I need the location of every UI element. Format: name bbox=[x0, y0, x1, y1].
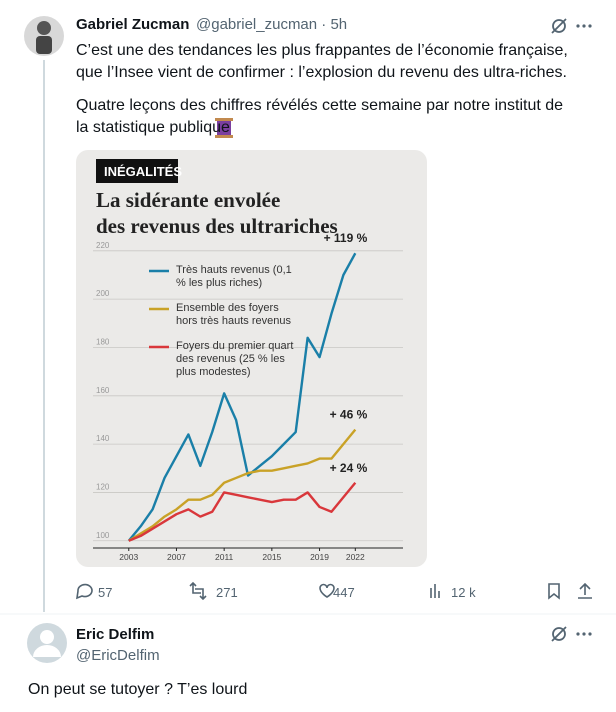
author-name[interactable]: Gabriel Zucman bbox=[76, 16, 190, 33]
tweet-meta[interactable]: @gabriel_zucman · 5h bbox=[196, 16, 348, 33]
x-tick-label: 2011 bbox=[215, 552, 234, 562]
x-tick-label: 2015 bbox=[262, 552, 281, 562]
grok-icon[interactable] bbox=[551, 18, 567, 34]
series-line bbox=[128, 482, 357, 542]
chart-card[interactable]: INÉGALITÉS La sidérante envolée des reve… bbox=[76, 150, 427, 567]
y-tick-label: 140 bbox=[96, 434, 110, 443]
y-tick-label: 100 bbox=[96, 531, 110, 540]
y-tick-label: 120 bbox=[96, 482, 110, 491]
annotation: + 119 % bbox=[324, 231, 368, 245]
legend-label: Très hauts revenus (0,1 % les plus riche… bbox=[176, 264, 292, 289]
grok-icon[interactable] bbox=[551, 626, 567, 642]
tweet-text: C’est une des tendances les plus frappan… bbox=[76, 42, 568, 81]
reply-text: On peut se tutoyer ? T’es lourd bbox=[28, 681, 248, 698]
share-icon[interactable] bbox=[578, 582, 592, 599]
like-icon[interactable] bbox=[319, 583, 335, 598]
legend-label: Foyers du premier quart des revenus (25 … bbox=[176, 340, 294, 378]
thread-emoji bbox=[215, 118, 233, 138]
tweet-text: Quatre leçons des chiffres révélés cette… bbox=[76, 97, 564, 136]
y-tick-label: 180 bbox=[96, 337, 110, 346]
chart-tag: INÉGALITÉS bbox=[104, 164, 182, 179]
bookmark-icon[interactable] bbox=[548, 583, 560, 600]
view-count[interactable]: 12 k bbox=[451, 585, 476, 600]
x-tick-label: 2007 bbox=[167, 552, 186, 562]
y-tick-label: 220 bbox=[96, 241, 110, 250]
y-tick-label: 200 bbox=[96, 289, 110, 298]
legend-label: Ensemble des foyers hors très hauts reve… bbox=[176, 302, 291, 327]
more-icon[interactable] bbox=[576, 632, 592, 636]
like-count[interactable]: 447 bbox=[333, 585, 355, 600]
annotation: + 24 % bbox=[330, 461, 368, 475]
chart-title: La sidérante envolée bbox=[96, 188, 280, 212]
y-tick-label: 160 bbox=[96, 386, 110, 395]
chart-title: des revenus des ultrariches bbox=[96, 214, 338, 238]
more-icon[interactable] bbox=[576, 24, 592, 28]
views-icon[interactable] bbox=[430, 584, 440, 598]
tag-box bbox=[96, 159, 178, 183]
x-tick-label: 2003 bbox=[119, 552, 138, 562]
author-handle[interactable]: @EricDelfim bbox=[76, 647, 160, 664]
chart: INÉGALITÉS La sidérante envolée des reve… bbox=[93, 159, 403, 562]
x-tick-label: 2019 bbox=[310, 552, 329, 562]
author-name[interactable]: Eric Delfim bbox=[76, 626, 155, 643]
repost-icon[interactable] bbox=[189, 581, 207, 601]
series-line bbox=[127, 252, 357, 542]
x-tick-label: 2022 bbox=[346, 552, 365, 562]
annotation: + 46 % bbox=[330, 408, 368, 422]
series-line bbox=[128, 428, 357, 542]
repost-count[interactable]: 271 bbox=[216, 585, 238, 600]
reply-count[interactable]: 57 bbox=[98, 585, 113, 600]
reply-icon[interactable] bbox=[76, 583, 93, 600]
